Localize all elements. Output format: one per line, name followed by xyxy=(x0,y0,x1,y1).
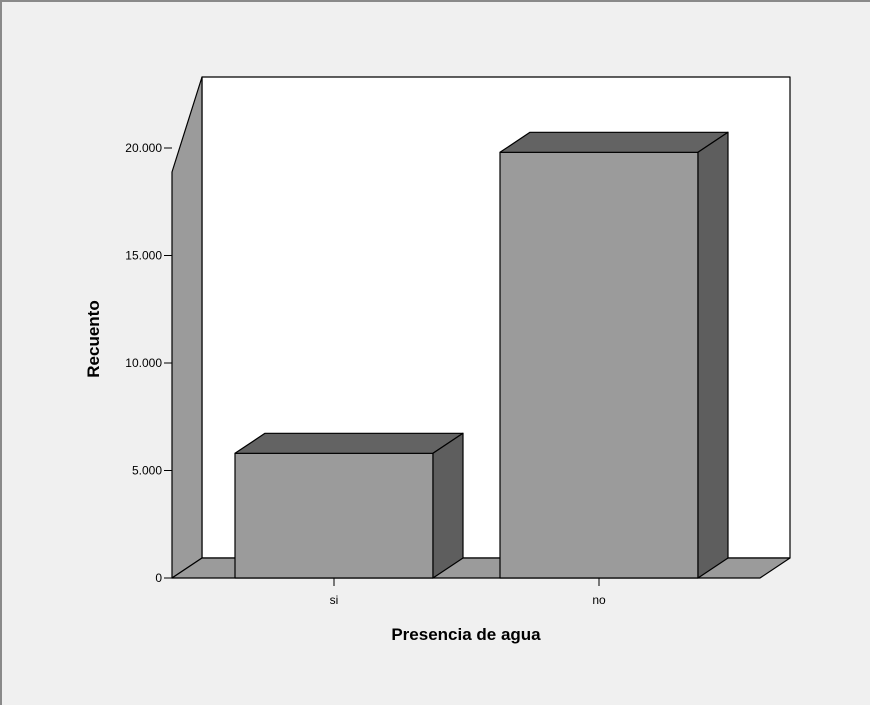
bar-side xyxy=(432,432,464,579)
bar-no xyxy=(499,131,729,579)
bar-top xyxy=(499,131,729,153)
y-axis-title: Recuento xyxy=(84,300,103,377)
x-tick-label: si xyxy=(330,593,339,607)
y-tick-label: 15.000 xyxy=(125,249,162,263)
y-tick-label: 0 xyxy=(155,571,162,585)
y-tick-label: 5.000 xyxy=(132,464,162,478)
bar-top xyxy=(234,432,464,454)
x-axis: si no xyxy=(330,578,606,607)
bars xyxy=(234,131,729,579)
bar-front xyxy=(499,151,699,579)
bar-front xyxy=(234,452,434,579)
side-wall xyxy=(171,76,203,579)
y-tick-label: 20.000 xyxy=(125,141,162,155)
bar-si xyxy=(234,432,464,579)
bar-side xyxy=(697,131,729,579)
y-tick-label: 10.000 xyxy=(125,356,162,370)
x-tick-label: no xyxy=(592,593,606,607)
y-axis: 0 5.000 10.000 15.000 20.000 xyxy=(125,141,172,585)
x-axis-title: Presencia de agua xyxy=(391,625,541,644)
